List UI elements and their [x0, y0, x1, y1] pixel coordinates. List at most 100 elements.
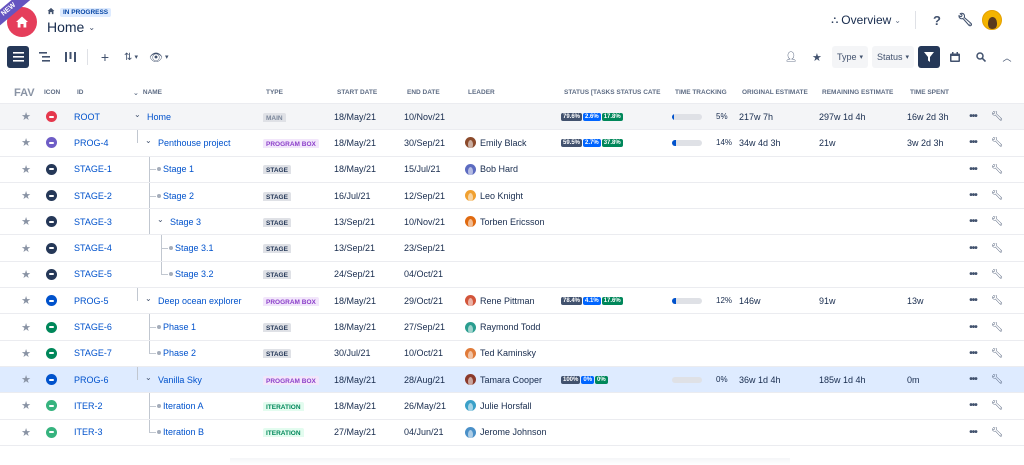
help-icon[interactable]: ? — [933, 12, 941, 28]
wrench-icon[interactable]: 🔧︎ — [990, 163, 1004, 175]
more-icon[interactable]: ••• — [969, 374, 978, 386]
wrench-icon[interactable]: 🔧︎ — [990, 242, 1004, 254]
board-view-button[interactable] — [59, 46, 81, 68]
tree-view-button[interactable] — [33, 46, 55, 68]
item-name[interactable]: Vanilla Sky — [158, 374, 202, 385]
table-row[interactable]: ★ STAGE-7 Phase 2 STAGE 30/Jul/21 10/Oct… — [0, 340, 1024, 367]
star-icon[interactable]: ★ — [21, 374, 31, 387]
col-remaining-estimate[interactable]: REMAINING ESTIMATE — [822, 89, 894, 96]
overview-button[interactable]: ⛬ Overview ⌄ — [827, 11, 905, 29]
search-button[interactable] — [970, 46, 992, 68]
star-icon[interactable]: ★ — [21, 321, 31, 334]
add-button[interactable]: + — [94, 46, 116, 68]
more-icon[interactable]: ••• — [969, 321, 978, 333]
item-id[interactable]: ITER-3 — [74, 427, 103, 438]
table-row[interactable]: ★ PROG-4 ⌄ Penthouse project PROGRAM BOX… — [0, 130, 1024, 157]
item-name[interactable]: Phase 1 — [163, 322, 197, 333]
col-time-spent[interactable]: TIME SPENT — [910, 89, 950, 96]
table-row[interactable]: ★ STAGE-3 ⌄ Stage 3 STAGE 13/Sep/21 10/N… — [0, 209, 1024, 236]
item-id[interactable]: STAGE-6 — [74, 322, 112, 333]
item-name[interactable]: Stage 1 — [163, 164, 195, 175]
chevron-down-icon[interactable]: ⌄ — [157, 214, 164, 224]
more-icon[interactable]: ••• — [969, 347, 978, 359]
list-view-button[interactable] — [7, 46, 29, 68]
item-name[interactable]: Stage 3.2 — [175, 269, 214, 280]
wrench-icon[interactable]: 🔧︎ — [990, 426, 1004, 438]
col-leader[interactable]: LEADER — [468, 89, 495, 96]
table-row[interactable]: ★ STAGE-2 Stage 2 STAGE 16/Jul/21 12/Sep… — [0, 182, 1024, 210]
wrench-icon[interactable]: 🔧︎ — [990, 400, 1004, 412]
col-fav[interactable]: FAV — [14, 86, 35, 99]
item-name[interactable]: Deep ocean explorer — [158, 295, 242, 306]
filter-button[interactable] — [918, 46, 940, 68]
wrench-icon[interactable]: 🔧︎ — [990, 137, 1004, 149]
star-icon[interactable]: ★ — [21, 137, 31, 150]
chevron-down-icon[interactable]: ⌄ — [145, 372, 152, 382]
item-id[interactable]: STAGE-3 — [74, 216, 112, 227]
col-end[interactable]: END DATE — [407, 89, 440, 96]
item-id[interactable]: PROG-4 — [74, 137, 109, 148]
wrench-icon[interactable]: 🔧︎ — [990, 321, 1004, 333]
more-icon[interactable]: ••• — [969, 426, 978, 438]
item-id[interactable]: ITER-2 — [74, 400, 103, 411]
item-name[interactable]: Phase 2 — [163, 348, 197, 359]
table-row[interactable]: ★ STAGE-5 Stage 3.2 STAGE 24/Sep/21 04/O… — [0, 261, 1024, 289]
more-icon[interactable]: ••• — [969, 137, 978, 149]
item-name[interactable]: Home — [147, 111, 172, 122]
star-icon[interactable]: ★ — [21, 347, 31, 360]
sort-button[interactable]: ⇅ ▾ — [120, 46, 142, 68]
item-id[interactable]: STAGE-5 — [74, 269, 112, 280]
type-filter-dropdown[interactable]: Type ▾ — [831, 46, 868, 68]
item-id[interactable]: PROG-5 — [74, 295, 109, 306]
wrench-icon[interactable]: 🔧︎ — [990, 295, 1004, 307]
more-icon[interactable]: ••• — [969, 111, 978, 123]
item-id[interactable]: STAGE-2 — [74, 190, 112, 201]
home-breadcrumb-icon[interactable] — [47, 7, 55, 17]
star-icon[interactable]: ★ — [21, 400, 31, 413]
calendar-button[interactable] — [944, 46, 966, 68]
user-filter-button[interactable]: 👤︎ — [780, 46, 802, 68]
wrench-icon[interactable]: 🔧︎ — [990, 111, 1004, 123]
item-id[interactable]: STAGE-7 — [74, 348, 112, 359]
chevron-down-icon[interactable]: ⌄ — [134, 109, 141, 119]
table-row[interactable]: ★ ROOT ⌄ Home MAIN 18/May/21 10/Nov/21 7… — [0, 104, 1024, 131]
visibility-button[interactable]: 👁︎ ▾ — [146, 46, 171, 68]
star-icon[interactable]: ★ — [21, 242, 31, 255]
wrench-icon[interactable]: 🔧︎ — [990, 374, 1004, 386]
item-name[interactable]: Stage 3.1 — [175, 243, 214, 254]
table-row[interactable]: ★ STAGE-1 Stage 1 STAGE 18/May/21 15/Jul… — [0, 156, 1024, 183]
item-name[interactable]: Iteration B — [163, 427, 205, 438]
wrench-icon[interactable]: 🔧︎ — [990, 268, 1004, 280]
collapse-button[interactable]: ︿ — [996, 46, 1018, 68]
star-icon[interactable]: ★ — [21, 111, 31, 124]
more-icon[interactable]: ••• — [969, 400, 978, 412]
col-type[interactable]: TYPE — [266, 89, 283, 96]
item-id[interactable]: STAGE-1 — [74, 164, 112, 175]
chevron-down-icon[interactable]: ⌄ — [145, 293, 152, 303]
more-icon[interactable]: ••• — [969, 163, 978, 175]
item-id[interactable]: STAGE-4 — [74, 243, 112, 254]
favorites-filter-button[interactable]: ★ — [806, 46, 828, 68]
col-original-estimate[interactable]: ORIGINAL ESTIMATE — [742, 89, 808, 96]
star-icon[interactable]: ★ — [21, 426, 31, 439]
col-tracking[interactable]: TIME TRACKING — [675, 89, 727, 96]
wrench-icon[interactable]: 🔧︎ — [956, 12, 974, 27]
wrench-icon[interactable]: 🔧︎ — [990, 216, 1004, 228]
star-icon[interactable]: ★ — [21, 190, 31, 203]
status-filter-dropdown[interactable]: Status ▾ — [871, 46, 914, 68]
item-name[interactable]: Stage 3 — [170, 216, 202, 227]
item-name[interactable]: Iteration A — [163, 400, 204, 411]
star-icon[interactable]: ★ — [21, 268, 31, 281]
wrench-icon[interactable]: 🔧︎ — [990, 190, 1004, 202]
col-icon[interactable]: ICON — [44, 89, 61, 96]
col-start[interactable]: START DATE — [337, 89, 378, 96]
item-name[interactable]: Stage 2 — [163, 190, 195, 201]
item-name[interactable]: Penthouse project — [158, 137, 231, 148]
table-row[interactable]: ★ STAGE-6 Phase 1 STAGE 18/May/21 27/Sep… — [0, 314, 1024, 341]
more-icon[interactable]: ••• — [969, 242, 978, 254]
wrench-icon[interactable]: 🔧︎ — [990, 347, 1004, 359]
col-name[interactable]: ⌄ NAME — [133, 82, 266, 103]
more-icon[interactable]: ••• — [969, 216, 978, 228]
more-icon[interactable]: ••• — [969, 295, 978, 307]
col-status[interactable]: STATUS [TASKS STATUS CATE — [564, 89, 661, 96]
